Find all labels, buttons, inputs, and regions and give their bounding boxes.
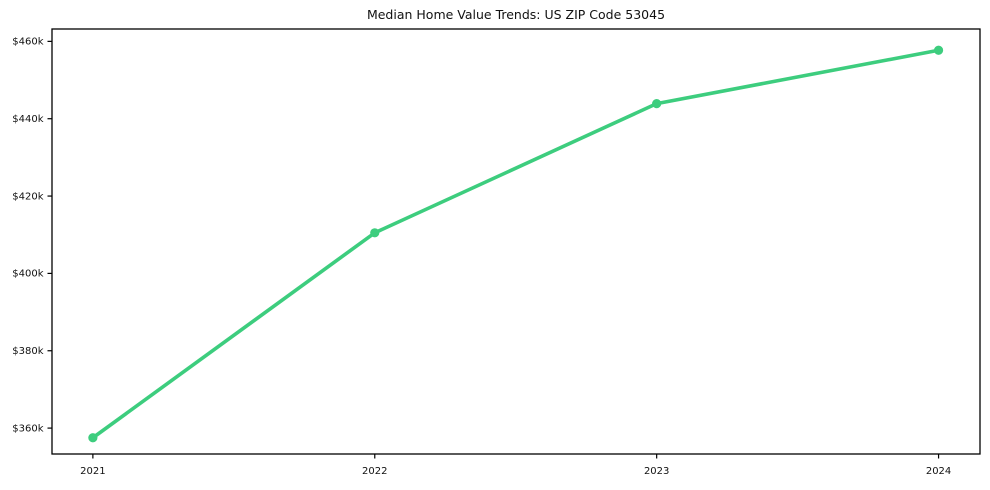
y-tick-label: $400k [12,269,43,280]
x-tick-label: 2022 [362,466,387,477]
trend-line [91,48,941,440]
data-point [933,45,944,55]
data-point [652,99,662,109]
y-tick-label: $460k [12,37,43,48]
y-tick-label: $420k [12,191,43,202]
data-point [88,433,98,443]
y-tick-label: $360k [12,423,43,434]
x-tick-label: 2024 [926,466,951,477]
data-point [370,228,380,238]
plot-frame [51,28,981,455]
y-tick-label: $440k [12,114,43,125]
chart-title: Median Home Value Trends: US ZIP Code 53… [366,7,666,22]
y-tick-label: $380k [12,346,43,357]
x-tick-label: 2023 [644,466,669,477]
x-tick-label: 2021 [80,466,105,477]
